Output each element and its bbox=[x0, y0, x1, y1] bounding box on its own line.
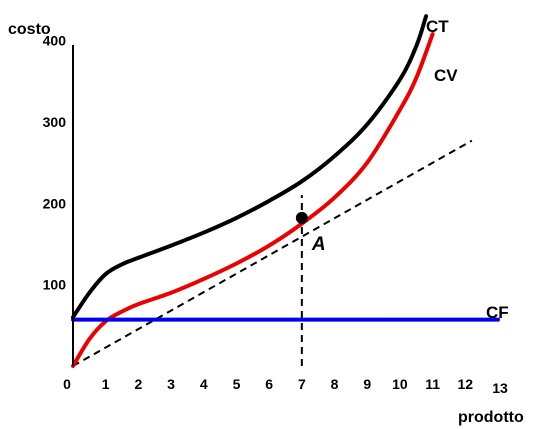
x-tick-label-3: 3 bbox=[167, 376, 175, 392]
x-tick-label-7: 7 bbox=[298, 376, 306, 392]
x-tick-label-8: 8 bbox=[331, 376, 339, 392]
y-tick-label-400: 400 bbox=[43, 33, 67, 49]
series-label-ct: CT bbox=[426, 17, 449, 36]
x-tick-label-6: 6 bbox=[265, 376, 273, 392]
x-axis-title: prodotto bbox=[458, 409, 524, 426]
series-line-cv bbox=[73, 34, 433, 366]
x-tick-label-0: 0 bbox=[63, 376, 71, 392]
series-label-cf: CF bbox=[486, 303, 509, 322]
x-tick-label-10: 10 bbox=[392, 376, 408, 392]
reference-line-0 bbox=[73, 141, 472, 366]
series-label-cv: CV bbox=[434, 66, 458, 85]
x-tick-label-12: 12 bbox=[458, 376, 474, 392]
reference-lines bbox=[73, 141, 472, 366]
x-tick-label-11: 11 bbox=[425, 376, 440, 392]
y-tick-label-200: 200 bbox=[43, 195, 67, 211]
x-tick-label-2: 2 bbox=[134, 376, 142, 392]
x-tick-label-1: 1 bbox=[102, 376, 110, 392]
y-tick-label-300: 300 bbox=[43, 114, 67, 130]
y-tick-label-100: 100 bbox=[43, 277, 67, 293]
point-a-label: A bbox=[311, 234, 326, 255]
x-tick-label-4: 4 bbox=[200, 376, 208, 392]
x-tick-label-5: 5 bbox=[233, 376, 241, 392]
series-labels: CT CV CF bbox=[426, 17, 509, 322]
point-a-marker bbox=[296, 212, 308, 224]
series-line-ct bbox=[73, 16, 426, 317]
x-tick-label-13: 13 bbox=[492, 380, 508, 396]
x-tick-label-9: 9 bbox=[363, 376, 371, 392]
